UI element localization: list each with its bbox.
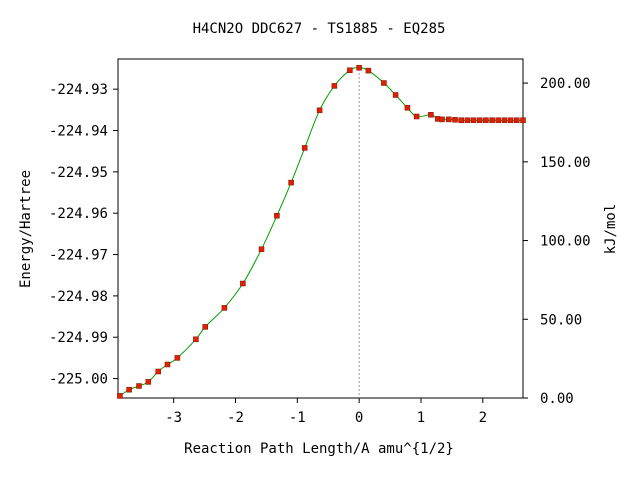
data-point-marker bbox=[458, 117, 464, 123]
data-point-marker bbox=[365, 67, 372, 74]
data-point-marker bbox=[331, 83, 338, 89]
data-point-marker bbox=[164, 361, 171, 368]
data-point-marker bbox=[476, 117, 483, 123]
y2-tick-label: 200.00 bbox=[540, 76, 591, 92]
data-point-marker bbox=[316, 107, 323, 114]
data-point-marker bbox=[404, 105, 411, 111]
data-point-marker bbox=[452, 117, 458, 123]
y2-tick-label: 100.00 bbox=[540, 234, 591, 250]
data-point-marker bbox=[446, 116, 452, 123]
data-point-marker bbox=[174, 355, 181, 361]
y2-tick-label: 50.00 bbox=[540, 312, 582, 328]
x-tick-label: 2 bbox=[479, 410, 487, 426]
data-point-marker bbox=[356, 64, 362, 71]
data-point-marker bbox=[489, 117, 495, 123]
x-tick-label: 0 bbox=[355, 410, 363, 426]
data-point-marker bbox=[221, 305, 228, 311]
data-point-marker bbox=[193, 336, 199, 343]
data-point-marker bbox=[392, 92, 399, 98]
data-point-marker bbox=[155, 368, 161, 375]
data-point-marker bbox=[126, 386, 132, 393]
chart-title: H4CN2O DDC627 - TS1885 - EQ285 bbox=[193, 21, 446, 37]
data-point-marker bbox=[347, 67, 353, 73]
y2-axis-label: kJ/mol bbox=[603, 204, 619, 255]
data-point-marker bbox=[202, 324, 208, 330]
data-point-marker bbox=[117, 393, 123, 399]
y-tick-label: -224.98 bbox=[49, 289, 108, 305]
data-point-marker bbox=[464, 117, 471, 123]
data-point-marker bbox=[288, 179, 294, 186]
y-axis-label: Energy/Hartree bbox=[18, 170, 34, 288]
x-tick-label: -1 bbox=[289, 410, 306, 426]
y2-tick-label: 0.00 bbox=[540, 391, 574, 407]
energy-curve-line bbox=[119, 67, 523, 397]
data-point-marker bbox=[483, 117, 489, 123]
data-point-marker bbox=[520, 117, 526, 123]
y-tick-label: -224.93 bbox=[49, 82, 108, 98]
data-point-marker bbox=[507, 117, 514, 123]
series-layer bbox=[117, 64, 526, 399]
plot-area bbox=[117, 58, 524, 399]
x-axis: -3 -2 -1 0 1 2 bbox=[165, 398, 487, 426]
data-point-marker bbox=[470, 117, 477, 123]
data-point-marker bbox=[428, 112, 434, 118]
data-point-marker bbox=[381, 80, 387, 86]
y-tick-label: -224.95 bbox=[49, 165, 108, 181]
y-tick-label: -224.96 bbox=[49, 206, 108, 222]
data-point-marker bbox=[301, 145, 308, 151]
data-point-marker bbox=[439, 116, 445, 123]
y-tick-label: -224.94 bbox=[49, 124, 108, 140]
data-point-marker bbox=[274, 212, 280, 219]
data-point-marker bbox=[258, 246, 265, 252]
y-tick-label: -225.00 bbox=[49, 372, 108, 388]
data-point-marker bbox=[514, 117, 520, 123]
x-tick-label: -3 bbox=[165, 410, 182, 426]
y-tick-label: -224.99 bbox=[49, 330, 108, 346]
data-point-marker bbox=[145, 379, 152, 385]
x-tick-label: -2 bbox=[227, 410, 244, 426]
data-point-marker bbox=[413, 113, 420, 120]
data-point-marker bbox=[240, 280, 246, 287]
y-axis-left: -224.93 -224.94 -224.95 -224.96 -224.97 -224.… bbox=[49, 82, 118, 388]
data-point-marker bbox=[501, 117, 508, 123]
x-axis-label: Reaction Path Length/A amu^{1/2} bbox=[184, 441, 454, 457]
plot-frame bbox=[117, 58, 524, 399]
y-axis-right: 0.00 50.00 100.00 150.00 200.00 bbox=[523, 76, 591, 407]
y-tick-label: -224.97 bbox=[49, 248, 108, 264]
data-point-marker bbox=[495, 117, 502, 123]
y2-tick-label: 150.00 bbox=[540, 155, 591, 171]
data-point-marker bbox=[136, 383, 142, 389]
x-tick-label: 1 bbox=[417, 410, 425, 426]
